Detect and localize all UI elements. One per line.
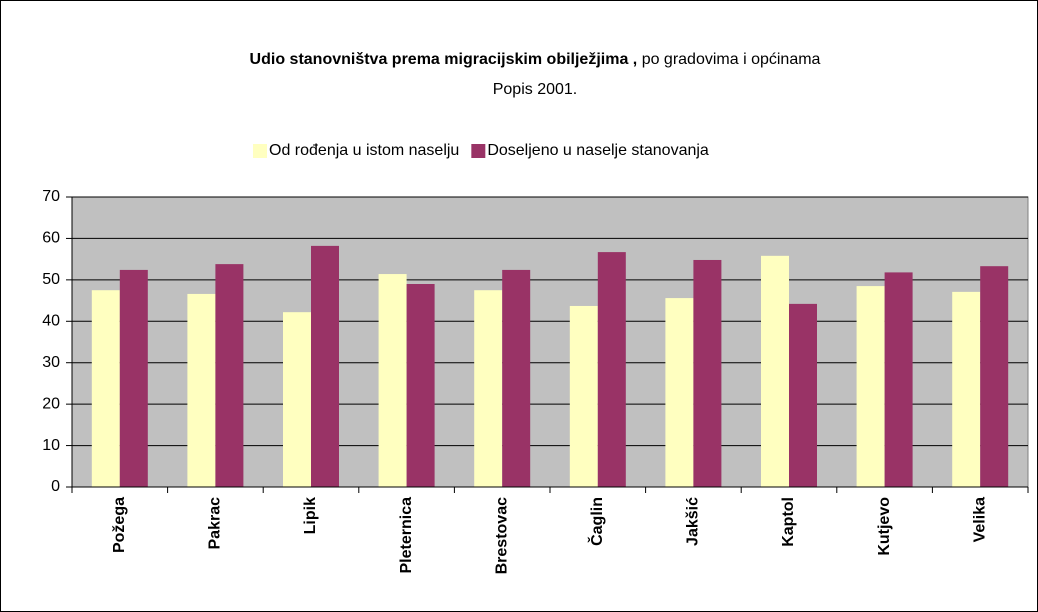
x-tick-label: Pleternica <box>398 497 415 574</box>
bar <box>693 259 722 487</box>
x-tick-label: Jakšić <box>685 497 702 546</box>
legend-label: Od rođenja u istom naselju <box>269 142 459 159</box>
bar <box>569 305 598 487</box>
bar <box>856 286 885 487</box>
bar <box>119 269 148 487</box>
bar <box>502 269 531 487</box>
y-tick-label: 70 <box>42 188 60 205</box>
bar <box>187 293 216 487</box>
bar <box>761 255 789 487</box>
x-tick-label: Čaglin <box>587 497 606 546</box>
title-bold: Udio stanovništva prema migracijskim obi… <box>250 51 638 68</box>
x-tick-label: Lipik <box>302 497 319 534</box>
bar <box>597 252 626 487</box>
y-tick-label: 50 <box>42 271 60 288</box>
bar <box>474 290 503 487</box>
bar <box>884 272 913 487</box>
y-tick-label: 20 <box>42 395 60 412</box>
bar <box>91 290 120 487</box>
y-tick-label: 60 <box>42 230 60 247</box>
bar <box>378 274 407 487</box>
title-rest: po gradovima i općinama <box>642 51 821 68</box>
bar <box>665 298 694 487</box>
x-tick-label: Kaptol <box>780 497 797 547</box>
chart-subtitle: Popis 2001. <box>493 81 578 98</box>
legend-swatch <box>471 144 486 158</box>
x-tick-label: Brestovac <box>493 497 510 574</box>
y-tick-label: 40 <box>42 313 60 330</box>
bar <box>980 266 1009 487</box>
x-tick-label: Požega <box>111 497 128 553</box>
y-tick-label: 30 <box>42 354 60 371</box>
y-tick-label: 0 <box>51 478 60 495</box>
chart-title: Udio stanovništva prema migracijskim obi… <box>250 51 821 68</box>
bar <box>283 312 311 487</box>
x-tick-label: Kutjevo <box>876 497 893 556</box>
legend-swatch <box>253 144 267 158</box>
x-tick-label: Velika <box>971 497 988 542</box>
legend-label: Doseljeno u naselje stanovanja <box>487 142 709 159</box>
bar <box>311 245 339 487</box>
y-tick-label: 10 <box>42 437 60 454</box>
bar <box>952 291 981 487</box>
bar <box>406 284 435 487</box>
x-tick-label: Pakrac <box>207 497 224 550</box>
bar <box>789 303 817 487</box>
bar <box>215 264 244 487</box>
